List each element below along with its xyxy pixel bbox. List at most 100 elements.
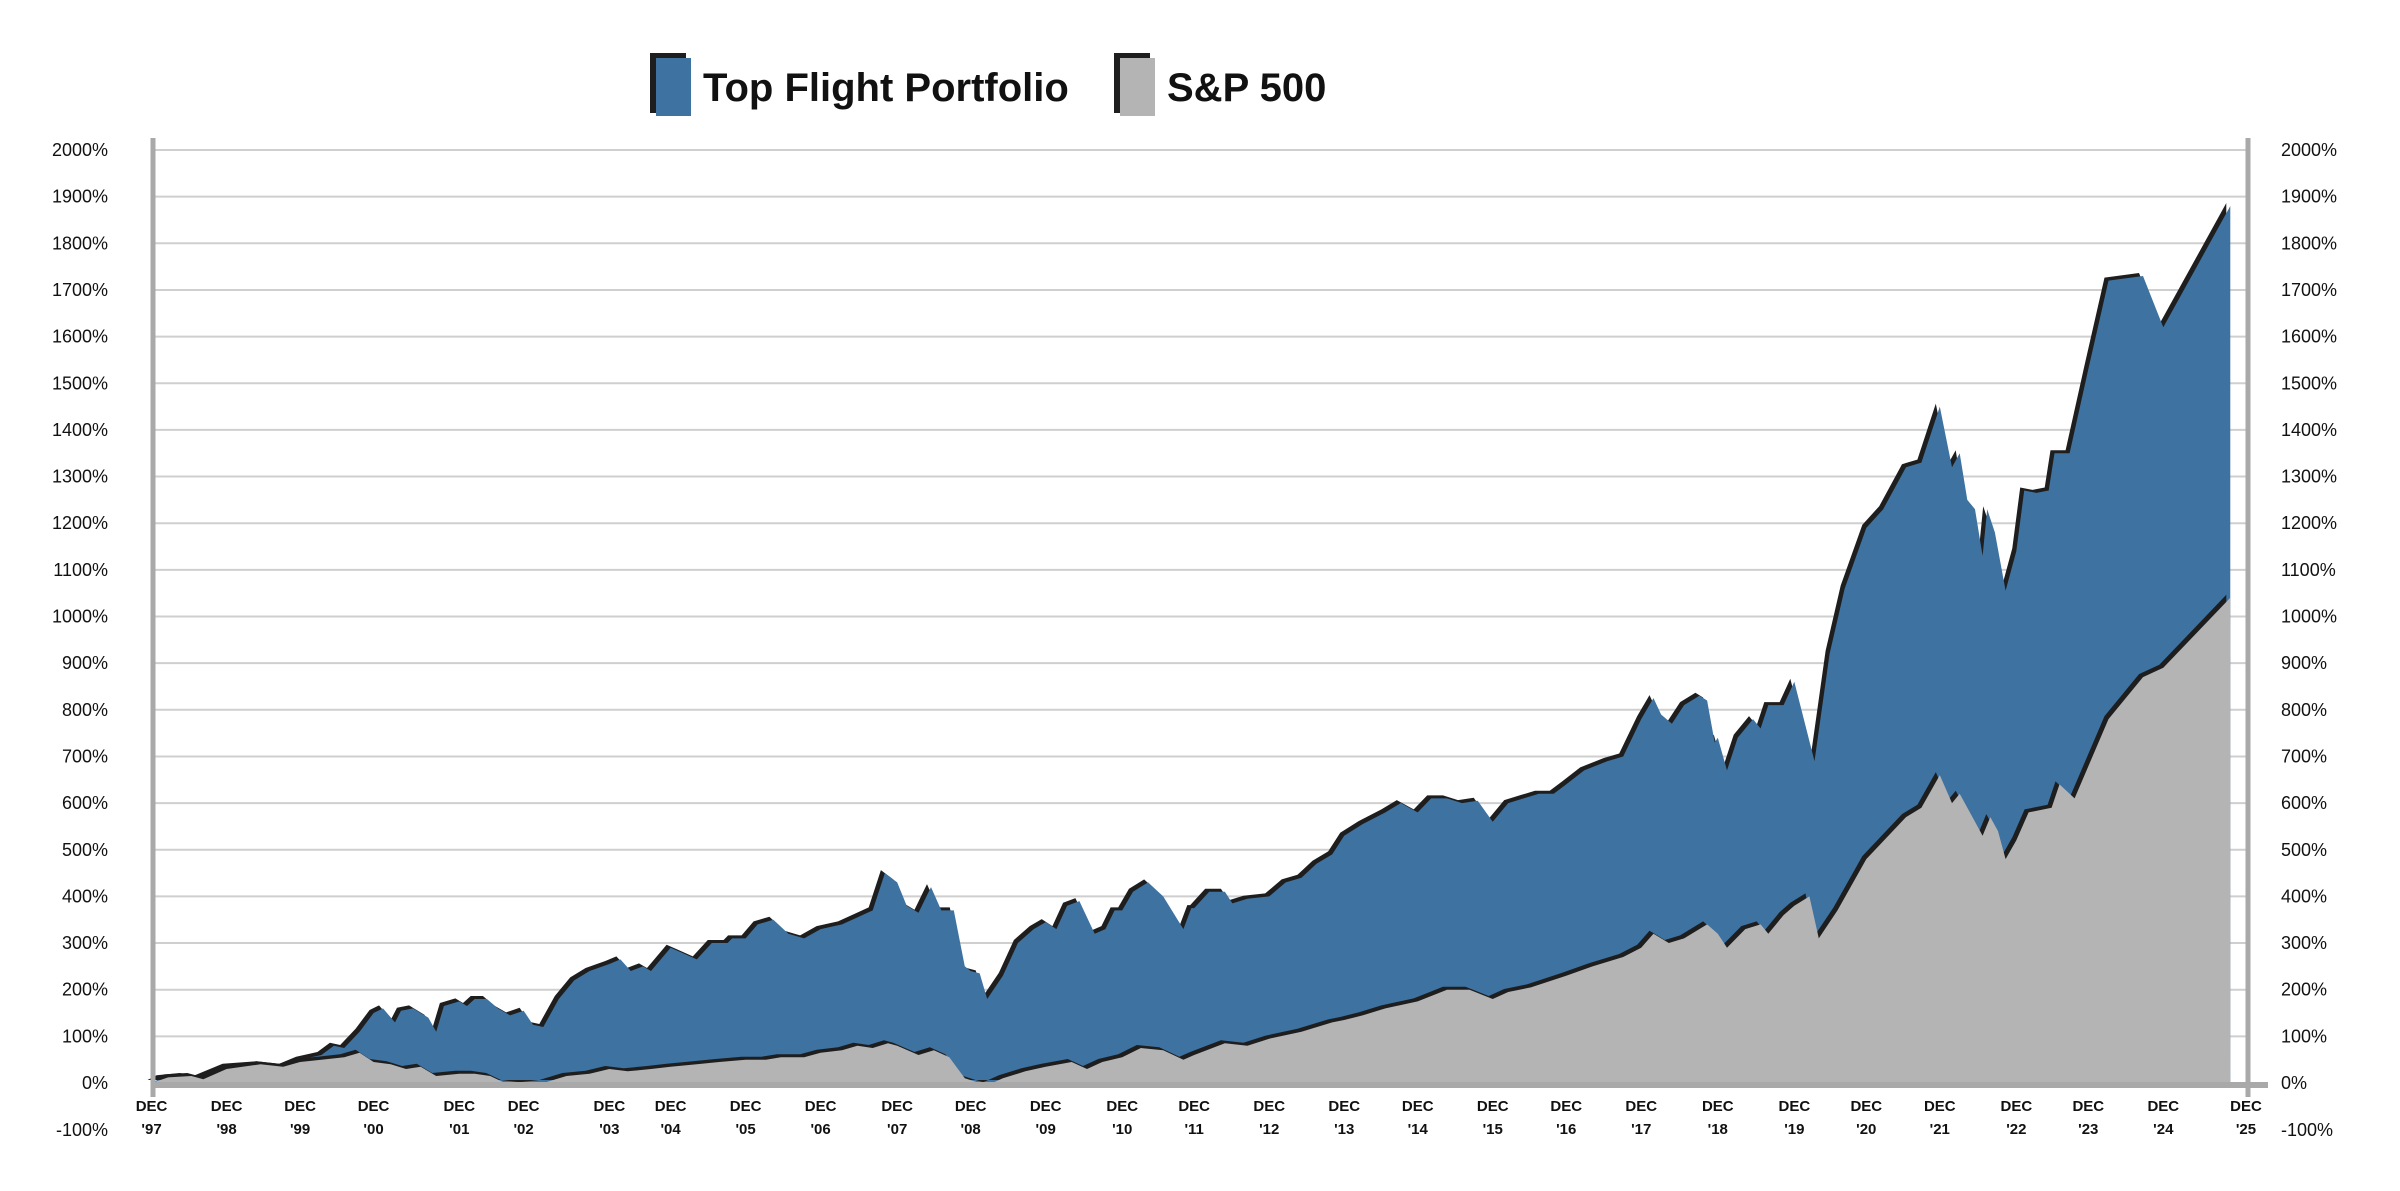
x-tick-year: '19: [1784, 1121, 1804, 1138]
x-tick-label: DEC '03: [594, 1098, 626, 1138]
legend-label-portfolio: Top Flight Portfolio: [703, 66, 1069, 110]
x-tick-year: '25: [2236, 1121, 2256, 1138]
x-tick-label: DEC '08: [955, 1098, 987, 1138]
x-tick-year: '21: [1930, 1121, 1950, 1138]
x-tick-label: DEC '04: [655, 1098, 687, 1138]
y-tick-label-right: 600%: [2281, 793, 2327, 813]
y-tick-label-right: 1600%: [2281, 327, 2337, 347]
x-tick-month: DEC: [1030, 1098, 1062, 1115]
y-tick-label-left: 500%: [62, 840, 108, 860]
legend-swatch-sp500: [1120, 58, 1155, 116]
legend-item-portfolio: Top Flight Portfolio: [650, 53, 1069, 116]
x-tick-month: DEC: [955, 1098, 987, 1115]
y-tick-label-right: 1800%: [2281, 233, 2337, 253]
y-tick-label-right: 1000%: [2281, 607, 2337, 627]
y-axis-left-labels: 2000% 1900% 1800% 1700% 1600% 1500% 1400% 1300%…: [52, 140, 108, 1140]
y-tick-label-right: 500%: [2281, 840, 2327, 860]
series-areas: [147, 203, 2231, 1086]
x-tick-year: '00: [363, 1121, 383, 1138]
x-tick-month: DEC: [1850, 1098, 1882, 1115]
x-tick-year: '05: [735, 1121, 755, 1138]
x-tick-year: '98: [216, 1121, 236, 1138]
y-tick-label-right: 900%: [2281, 653, 2327, 673]
y-tick-label-right: 2000%: [2281, 140, 2337, 160]
x-tick-label: DEC '11: [1178, 1098, 1210, 1138]
x-tick-month: DEC: [594, 1098, 626, 1115]
x-tick-month: DEC: [358, 1098, 390, 1115]
y-tick-label-right: 1300%: [2281, 467, 2337, 487]
y-tick-label-left: 1600%: [52, 327, 108, 347]
x-tick-month: DEC: [1402, 1098, 1434, 1115]
y-tick-label-right: 1200%: [2281, 513, 2337, 533]
y-tick-label-left: 1000%: [52, 607, 108, 627]
x-tick-month: DEC: [1477, 1098, 1509, 1115]
x-tick-year: '14: [1408, 1121, 1429, 1138]
x-tick-month: DEC: [805, 1098, 837, 1115]
y-tick-label-right: 100%: [2281, 1026, 2327, 1046]
y-tick-label-right: 1100%: [2281, 560, 2336, 580]
x-tick-month: DEC: [2072, 1098, 2104, 1115]
series-area-portfolio: [151, 206, 2231, 1083]
x-tick-label: DEC '19: [1778, 1098, 1810, 1138]
y-tick-label-left: 100%: [62, 1026, 108, 1046]
x-axis-labels: DEC '97 DEC '98 DEC '99 DEC '00 DEC '01 DEC '02 DEC '…: [136, 1098, 2262, 1138]
x-tick-label: DEC '15: [1477, 1098, 1509, 1138]
x-tick-month: DEC: [284, 1098, 316, 1115]
y-tick-label-right: 1400%: [2281, 420, 2337, 440]
y-tick-label-left: 1900%: [52, 187, 108, 207]
x-tick-label: DEC '06: [805, 1098, 837, 1138]
x-tick-label: DEC '18: [1702, 1098, 1734, 1138]
y-tick-label-left: 700%: [62, 746, 108, 766]
x-tick-month: DEC: [1253, 1098, 1285, 1115]
x-tick-label: DEC '10: [1106, 1098, 1138, 1138]
x-tick-year: '99: [290, 1121, 310, 1138]
x-tick-year: '12: [1259, 1121, 1279, 1138]
x-tick-month: DEC: [1178, 1098, 1210, 1115]
y-tick-label-left: 1400%: [52, 420, 108, 440]
x-tick-year: '97: [141, 1121, 161, 1138]
x-tick-month: DEC: [1550, 1098, 1582, 1115]
x-tick-month: DEC: [508, 1098, 540, 1115]
x-tick-month: DEC: [1625, 1098, 1657, 1115]
x-tick-label: DEC '98: [211, 1098, 243, 1138]
legend-item-sp500: S&P 500: [1114, 53, 1326, 116]
x-tick-label: DEC '01: [443, 1098, 475, 1138]
x-tick-month: DEC: [211, 1098, 243, 1115]
series-area-sp500: [151, 597, 2231, 1086]
legend: Top Flight Portfolio S&P 500: [650, 53, 1326, 116]
x-tick-month: DEC: [1328, 1098, 1360, 1115]
y-axis-right-labels: 2000% 1900% 1800% 1700% 1600% 1500% 1400% 1300%…: [2281, 140, 2337, 1140]
legend-swatch-portfolio: [656, 58, 691, 116]
x-tick-month: DEC: [2147, 1098, 2179, 1115]
x-tick-year: '07: [887, 1121, 907, 1138]
x-tick-year: '13: [1334, 1121, 1354, 1138]
y-tick-label-left: 600%: [62, 793, 108, 813]
x-tick-year: '08: [961, 1121, 981, 1138]
x-tick-label: DEC '12: [1253, 1098, 1285, 1138]
x-tick-year: '17: [1631, 1121, 1651, 1138]
y-tick-label-left: 1800%: [52, 233, 108, 253]
y-tick-label-right: 700%: [2281, 746, 2327, 766]
x-tick-label: DEC '13: [1328, 1098, 1360, 1138]
x-tick-month: DEC: [655, 1098, 687, 1115]
x-tick-label: DEC '16: [1550, 1098, 1582, 1138]
axes: [150, 138, 2268, 1097]
x-tick-year: '20: [1856, 1121, 1876, 1138]
y-tick-label-left: 0%: [82, 1073, 108, 1093]
x-tick-label: DEC '23: [2072, 1098, 2104, 1138]
x-tick-label: DEC '20: [1850, 1098, 1882, 1138]
y-tick-label-left: 800%: [62, 700, 108, 720]
x-tick-month: DEC: [1106, 1098, 1138, 1115]
y-tick-label-right: 400%: [2281, 886, 2327, 906]
x-tick-label: DEC '02: [508, 1098, 540, 1138]
x-tick-month: DEC: [2000, 1098, 2032, 1115]
x-tick-label: DEC '25: [2230, 1098, 2262, 1138]
y-tick-label-right: 800%: [2281, 700, 2327, 720]
x-tick-year: '23: [2078, 1121, 2098, 1138]
x-tick-month: DEC: [136, 1098, 168, 1115]
x-tick-month: DEC: [2230, 1098, 2262, 1115]
y-tick-label-left: 300%: [62, 933, 108, 953]
x-tick-year: '03: [599, 1121, 619, 1138]
x-tick-label: DEC '99: [284, 1098, 316, 1138]
